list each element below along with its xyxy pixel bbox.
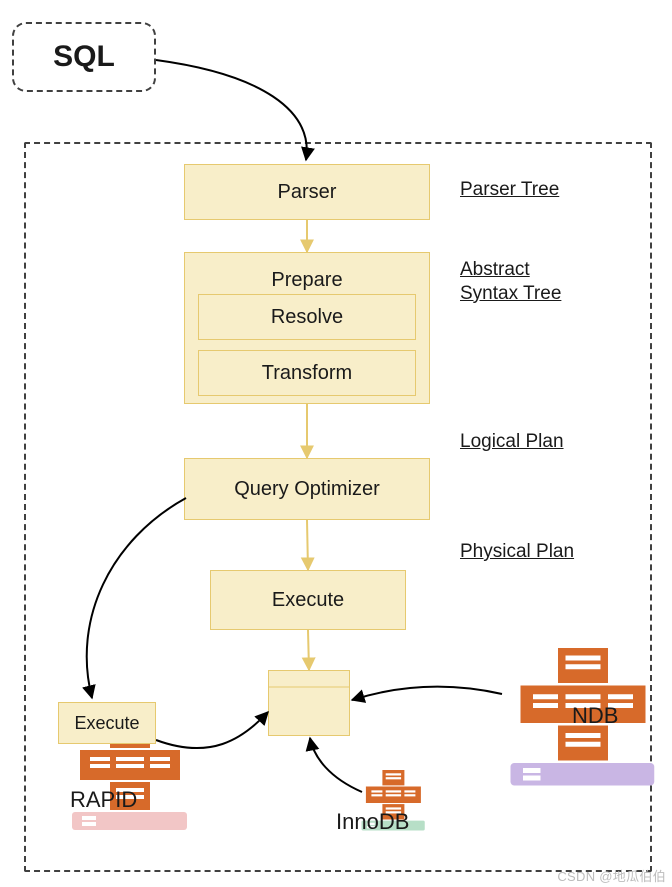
- prepare-label: Prepare: [185, 269, 429, 292]
- label-ast: Abstract Syntax Tree: [460, 258, 561, 306]
- transform-node: Transform: [198, 350, 416, 396]
- label-rapid: RAPID: [70, 786, 137, 814]
- label-parser-tree: Parser Tree: [460, 178, 559, 202]
- resolve-label: Resolve: [271, 306, 343, 329]
- label-ndb: NDB: [572, 702, 618, 730]
- execute-label: Execute: [272, 589, 344, 612]
- parser-node: Parser: [184, 164, 430, 220]
- watermark: CSDN @地瓜伯伯: [557, 866, 666, 885]
- transform-label: Transform: [262, 362, 352, 385]
- resolve-node: Resolve: [198, 294, 416, 340]
- label-logical-plan: Logical Plan: [460, 430, 564, 454]
- label-physical-plan: Physical Plan: [460, 540, 574, 564]
- label-innodb: InnoDB: [336, 808, 409, 836]
- sql-label: SQL: [53, 40, 115, 74]
- junction-node: [268, 670, 350, 736]
- rapid-execute-label: Execute: [74, 713, 139, 734]
- rapid-execute-node: Execute: [58, 702, 156, 744]
- optimizer-node: Query Optimizer: [184, 458, 430, 520]
- sql-node: SQL: [12, 22, 156, 92]
- diagram-canvas: SQL Parser Prepare Resolve Transform Que…: [0, 0, 672, 887]
- optimizer-label: Query Optimizer: [234, 478, 380, 501]
- parser-label: Parser: [278, 181, 337, 204]
- execute-node: Execute: [210, 570, 406, 630]
